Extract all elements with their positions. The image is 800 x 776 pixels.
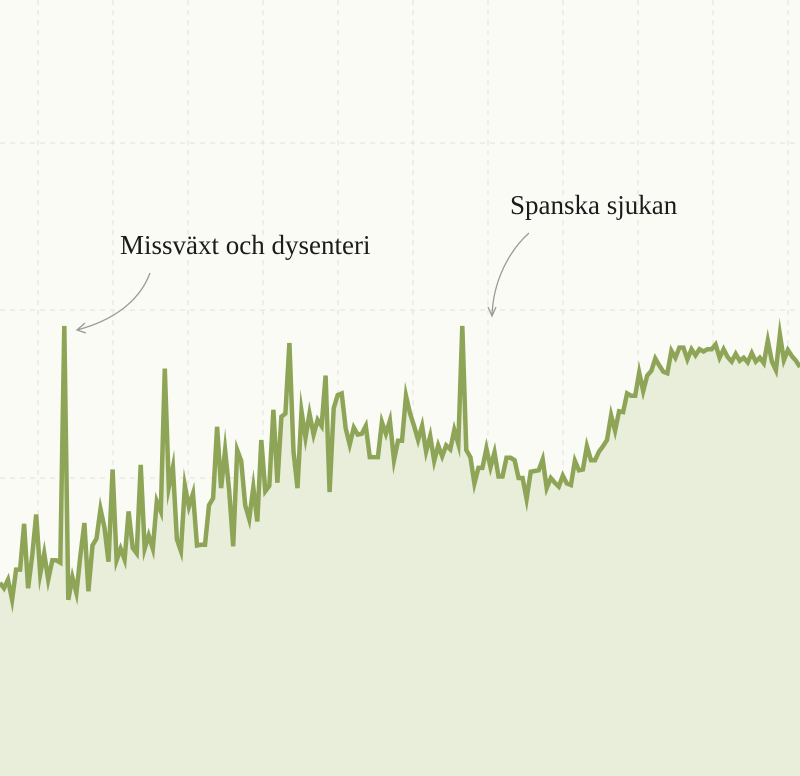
annotation-label-spanska-sjukan: Spanska sjukan [510,190,678,220]
series-line [0,317,800,614]
chart-annotations: Missväxt och dysenteri Spanska sjukan [75,190,678,334]
annotation-label-missvaxt: Missväxt och dysenteri [120,230,370,260]
series-area [0,325,800,776]
annotation-arrow-missvaxt [76,272,151,331]
annotation-arrowhead-spanska-sjukan [487,306,497,318]
annotation-arrow-spanska-sjukan [491,232,530,317]
annotation-arrowhead-missvaxt [75,322,87,334]
